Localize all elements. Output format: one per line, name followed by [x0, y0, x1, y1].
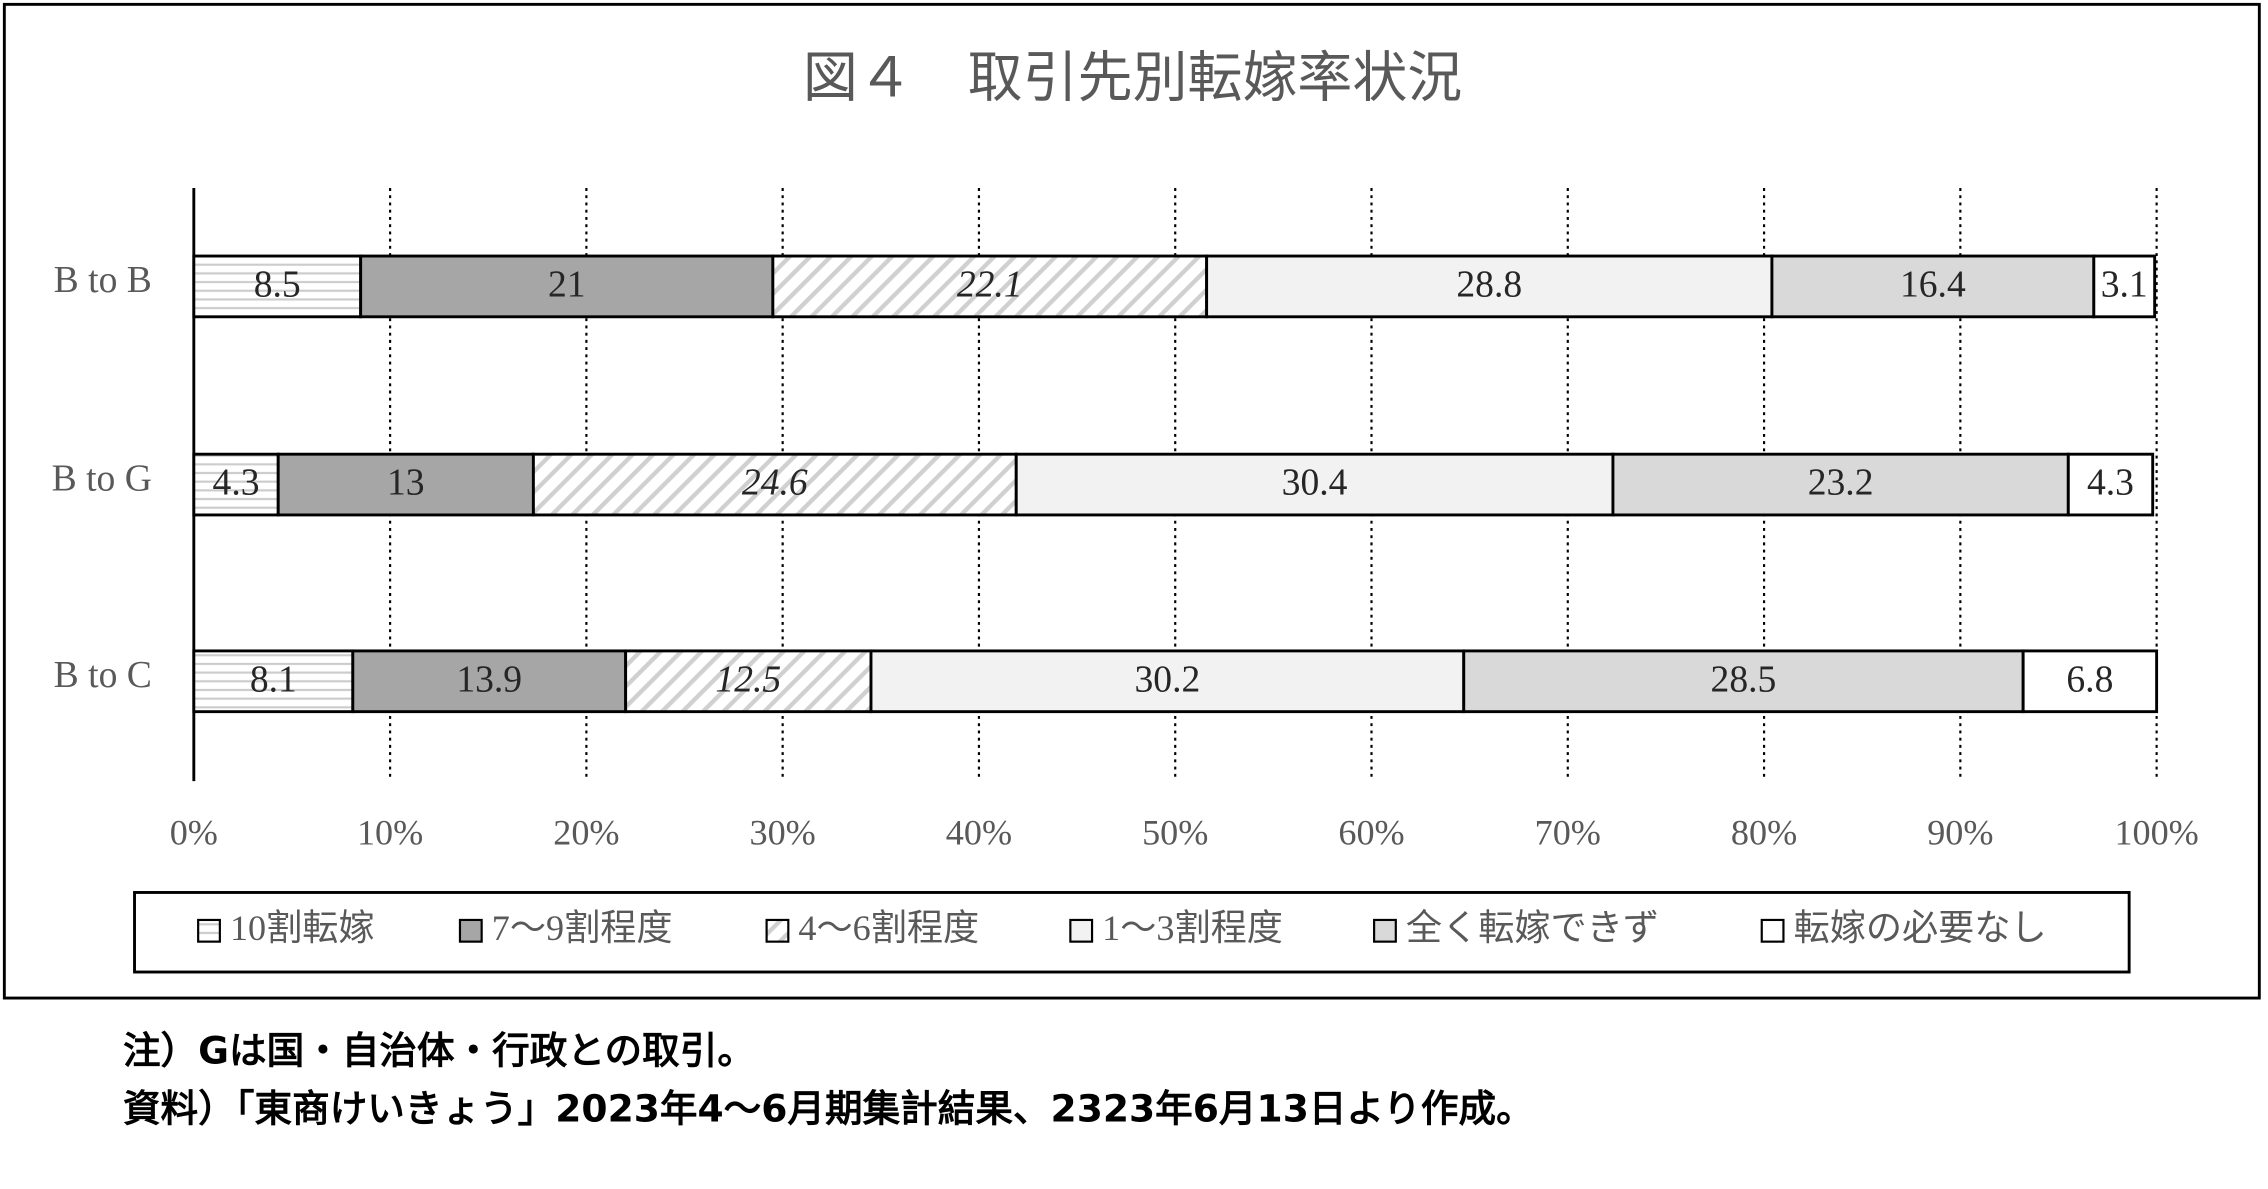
bar-segment — [869, 649, 1466, 714]
x-tick-label: 0% — [170, 812, 218, 852]
x-tick-label: 70% — [1535, 812, 1601, 852]
value-label: 13 — [387, 462, 425, 504]
legend-label: 7～9割程度 — [492, 908, 673, 948]
chart-title: 図４ 取引先別転嫁率状況 — [803, 48, 1462, 109]
value-label: 12.5 — [715, 658, 781, 700]
legend-swatch — [197, 918, 221, 943]
x-tick-label: 100% — [2114, 812, 2198, 852]
value-label: 23.2 — [1808, 462, 1874, 504]
value-label: 22.1 — [957, 263, 1023, 305]
y-tick-label: B to B — [54, 259, 152, 301]
bar-segment — [771, 254, 1209, 319]
bar-segment — [1205, 254, 1774, 319]
x-tick-label: 40% — [946, 812, 1012, 852]
bar-segment — [351, 649, 628, 714]
bar-segment — [192, 254, 363, 319]
y-tick-label: B to C — [54, 654, 152, 696]
legend-label: 全く転嫁できず — [1406, 908, 1659, 948]
bar-segment — [2066, 452, 2155, 517]
x-tick-label: 50% — [1142, 812, 1208, 852]
bar-segment — [1770, 254, 2096, 319]
legend-swatch — [1069, 918, 1094, 943]
legend-label: 1～3割程度 — [1102, 908, 1283, 948]
value-label: 4.3 — [2087, 462, 2134, 504]
legend-label: 4～6割程度 — [798, 908, 979, 948]
bar-segment — [1014, 452, 1615, 517]
value-label: 16.4 — [1900, 263, 1966, 305]
value-label: 4.3 — [213, 462, 260, 504]
legend-swatch — [1373, 918, 1397, 943]
legend-swatch — [458, 918, 483, 943]
value-label: 8.1 — [250, 658, 297, 700]
legend-swatch — [765, 918, 790, 943]
bar-segment — [359, 254, 775, 319]
note: 資料）「東商けいきょう」2023年4～6月期集計結果、2323年6月13日より作… — [123, 1086, 1534, 1130]
value-label: 24.6 — [742, 462, 808, 504]
legend-swatch — [1760, 918, 1785, 943]
x-tick-label: 10% — [357, 812, 423, 852]
bar-segment — [2021, 649, 2159, 714]
x-tick-label: 90% — [1927, 812, 1993, 852]
bar-segment — [531, 452, 1018, 517]
bar-segment — [1462, 649, 2025, 714]
bar-segment — [276, 452, 535, 517]
legend-label: 転嫁の必要なし — [1794, 908, 2047, 948]
value-label: 30.4 — [1282, 462, 1348, 504]
bar-segment — [624, 649, 873, 714]
x-tick-label: 80% — [1731, 812, 1797, 852]
value-label: 28.5 — [1711, 658, 1777, 700]
x-tick-label: 30% — [750, 812, 816, 852]
value-label: 28.8 — [1456, 263, 1522, 305]
y-tick-label: B to G — [52, 457, 152, 499]
value-label: 3.1 — [2101, 263, 2148, 305]
value-label: 13.9 — [456, 658, 522, 700]
bar-segment — [192, 649, 355, 714]
value-label: 21 — [548, 263, 586, 305]
x-tick-label: 60% — [1338, 812, 1404, 852]
x-tick-label: 20% — [553, 812, 619, 852]
bar-segment — [2092, 254, 2157, 319]
value-label: 6.8 — [2066, 658, 2113, 700]
value-label: 8.5 — [254, 263, 301, 305]
legend-label: 10割転嫁 — [230, 908, 375, 948]
note: 注）Gは国・自治体・行政との取引。 — [123, 1029, 755, 1073]
value-label: 30.2 — [1134, 658, 1200, 700]
